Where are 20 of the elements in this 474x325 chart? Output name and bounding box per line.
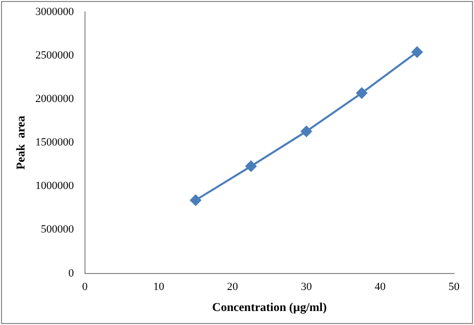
y-tick-label: 3000000	[35, 6, 74, 18]
y-tick-label: 1000000	[35, 180, 74, 192]
y-tick-label: 2000000	[35, 93, 74, 106]
point	[412, 46, 423, 58]
point	[300, 126, 312, 137]
point	[245, 160, 256, 172]
x-tick-label: 50	[448, 280, 460, 293]
x-axis-title: Concentration (µg/ml)	[212, 300, 327, 314]
y-tick-label: 0	[68, 267, 74, 280]
x-tick-label: 0	[82, 280, 88, 293]
point	[190, 194, 202, 206]
y-tick-label: 500000	[40, 224, 74, 236]
y-tick-label: 1500000	[35, 136, 74, 149]
x-tick-label: 10	[153, 280, 165, 293]
point	[356, 88, 368, 99]
x-tick-label: 40	[374, 280, 386, 293]
y-axis-title: Peak area	[13, 116, 28, 170]
y-tick-label: 2500000	[35, 49, 74, 62]
x-tick-label: 30	[300, 280, 312, 293]
x-tick-label: 20	[227, 280, 239, 293]
